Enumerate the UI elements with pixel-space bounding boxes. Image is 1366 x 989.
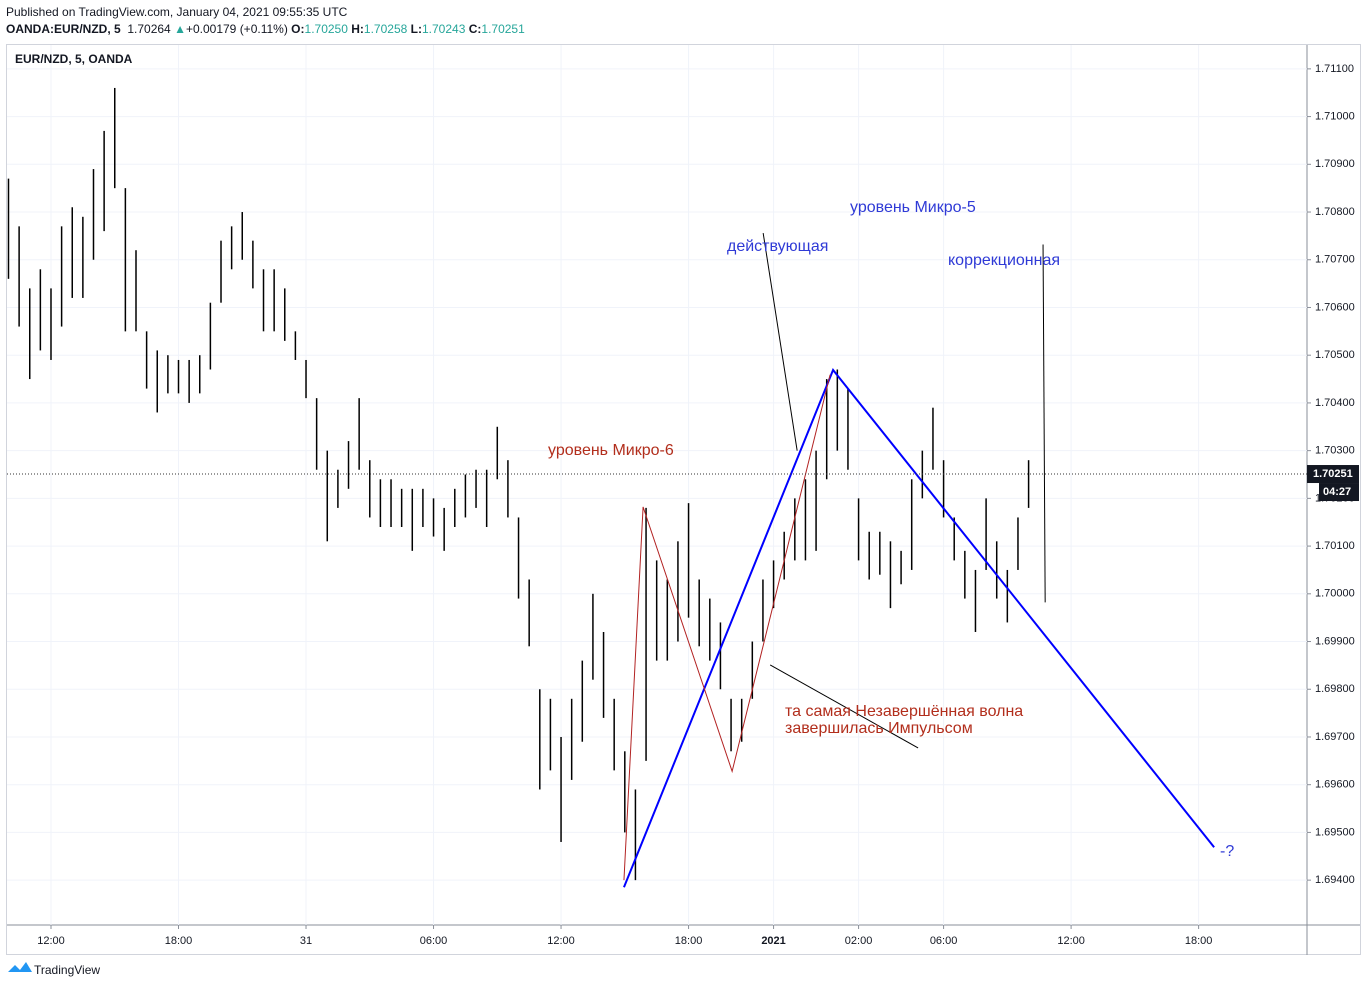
y-tick-label: 1.69400 bbox=[1315, 874, 1355, 886]
x-tick-label: 18:00 bbox=[675, 935, 703, 947]
annotation: та самая Незавершённая волна bbox=[785, 703, 1023, 720]
countdown: 04:27 bbox=[1323, 486, 1351, 498]
l-label: L: bbox=[410, 22, 422, 36]
arrow: ▲ bbox=[174, 22, 186, 36]
trend-line bbox=[769, 664, 919, 749]
y-tick-label: 1.69600 bbox=[1315, 779, 1355, 791]
h-label: H: bbox=[351, 22, 364, 36]
x-tick-label: 31 bbox=[300, 935, 312, 947]
countdown-box bbox=[1319, 483, 1359, 502]
drawings bbox=[7, 232, 1307, 888]
o-label: O: bbox=[291, 22, 305, 36]
x-tick-label: 06:00 bbox=[420, 935, 448, 947]
x-tick-label: 06:00 bbox=[930, 935, 958, 947]
x-tick-label: 12:00 bbox=[1057, 935, 1085, 947]
annotation: уровень Микро-6 bbox=[548, 442, 674, 459]
x-tick-label: 02:00 bbox=[845, 935, 873, 947]
o: 1.70250 bbox=[304, 22, 348, 36]
y-tick-label: 1.70700 bbox=[1315, 254, 1355, 266]
x-tick-label: 18:00 bbox=[165, 935, 193, 947]
ohlc-row: OANDA:EUR/NZD, 5 1.70264 ▲+0.00179 (+0.1… bbox=[6, 22, 525, 36]
y-tick-label: 1.70500 bbox=[1315, 349, 1355, 361]
c-label: C: bbox=[468, 22, 482, 36]
chart-title: EUR/NZD, 5, OANDA bbox=[15, 52, 133, 66]
change: +0.00179 (+0.11%) bbox=[185, 22, 288, 36]
last-price-box bbox=[1307, 465, 1359, 484]
x-tick-label: 12:00 bbox=[37, 935, 65, 947]
y-tick-label: 1.69900 bbox=[1315, 635, 1355, 647]
last-price-label: 1.70251 bbox=[1313, 468, 1353, 480]
annotation: коррекционная bbox=[948, 252, 1060, 269]
symbol: OANDA:EUR/NZD, 5 bbox=[6, 22, 121, 36]
y-tick-label: 1.69500 bbox=[1315, 826, 1355, 838]
annotation: -? bbox=[1220, 843, 1234, 860]
l: 1.70243 bbox=[421, 22, 466, 36]
annotation: действующая bbox=[727, 238, 828, 255]
trend-line bbox=[1042, 244, 1046, 603]
y-tick-label: 1.69800 bbox=[1315, 683, 1355, 695]
annotation: уровень Микро-5 bbox=[850, 199, 976, 216]
c: 1.70251 bbox=[481, 22, 525, 36]
h: 1.70258 bbox=[363, 22, 408, 36]
y-tick-label: 1.70800 bbox=[1315, 206, 1355, 218]
x-tick-label: 12:00 bbox=[547, 935, 575, 947]
trend-line bbox=[623, 368, 1215, 888]
y-tick-label: 1.70600 bbox=[1315, 301, 1355, 313]
x-tick-label: 2021 bbox=[761, 935, 785, 947]
y-tick-label: 1.70400 bbox=[1315, 397, 1355, 409]
price: 1.70264 bbox=[127, 22, 171, 36]
y-tick-label: 1.71100 bbox=[1315, 63, 1354, 75]
y-tick-label: 1.70300 bbox=[1315, 445, 1355, 457]
annotation: завершилась Импульсом bbox=[785, 720, 973, 737]
y-tick-label: 1.70000 bbox=[1315, 588, 1355, 600]
frame bbox=[6, 44, 1361, 955]
trend-line bbox=[762, 232, 798, 451]
footer-brand: TradingView bbox=[34, 963, 100, 977]
trend-line bbox=[623, 374, 831, 881]
y-tick-label: 1.70900 bbox=[1315, 158, 1355, 170]
grid bbox=[7, 45, 1307, 925]
logo bbox=[8, 962, 32, 972]
x-tick-label: 18:00 bbox=[1185, 935, 1213, 947]
published: Published on TradingView.com, January 04… bbox=[6, 5, 348, 19]
y-tick-label: 1.71000 bbox=[1315, 110, 1355, 122]
axes: 1.71100 1.71000 1.70900 1.70800 1.70700 1.706… bbox=[37, 63, 1359, 947]
y-tick-label: 1.70100 bbox=[1315, 540, 1355, 552]
y-tick-label: 1.69700 bbox=[1315, 731, 1355, 743]
